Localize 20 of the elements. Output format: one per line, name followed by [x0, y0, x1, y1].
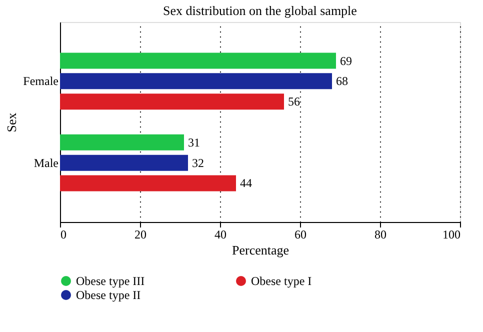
- y-axis-title: Sex: [4, 112, 20, 132]
- x-tick-label: 80: [374, 228, 386, 242]
- x-tick-label: 60: [294, 228, 306, 242]
- data-label: 32: [192, 156, 204, 170]
- data-label: 56: [288, 94, 300, 109]
- y-tick-label: Female: [23, 74, 58, 88]
- chart-title: Sex distribution on the global sample: [163, 3, 358, 18]
- x-tick-label: 0: [60, 228, 66, 242]
- x-tick-label: 100: [442, 228, 460, 242]
- y-tick-label: Male: [34, 156, 58, 170]
- legend-label: Obese type II: [76, 288, 141, 302]
- x-axis-title: Percentage: [232, 242, 290, 258]
- x-tick-label: 40: [214, 228, 226, 242]
- data-label: 44: [240, 176, 252, 190]
- data-label: 69: [340, 54, 352, 68]
- data-label: 31: [188, 135, 200, 150]
- data-label: 68: [336, 74, 348, 88]
- legend-label: Obese type I: [251, 274, 312, 288]
- legend-label: Obese type III: [76, 274, 145, 288]
- x-tick-label: 20: [134, 228, 146, 242]
